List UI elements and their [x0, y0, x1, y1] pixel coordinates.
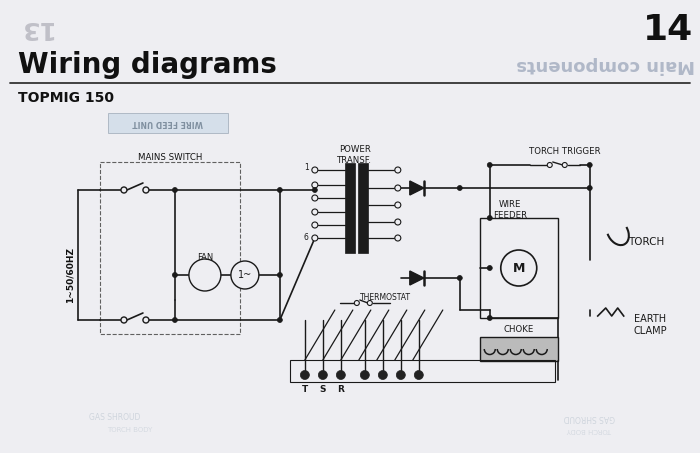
- Text: Main components: Main components: [516, 56, 694, 74]
- Circle shape: [487, 163, 492, 168]
- Circle shape: [395, 219, 401, 225]
- Circle shape: [318, 371, 328, 380]
- Circle shape: [312, 182, 318, 188]
- Circle shape: [172, 318, 177, 323]
- Text: 14: 14: [643, 13, 693, 47]
- Circle shape: [336, 371, 345, 380]
- Polygon shape: [410, 271, 424, 285]
- Circle shape: [487, 315, 492, 321]
- Text: 6: 6: [304, 233, 309, 242]
- Text: TOPMIG 150: TOPMIG 150: [18, 91, 114, 105]
- Text: S: S: [320, 386, 326, 395]
- Circle shape: [312, 209, 318, 215]
- Text: FAN: FAN: [197, 254, 213, 262]
- Text: MAINS SWITCH: MAINS SWITCH: [138, 153, 202, 162]
- Circle shape: [143, 187, 149, 193]
- Bar: [290, 360, 554, 382]
- Text: EARTH
CLAMP: EARTH CLAMP: [634, 314, 667, 336]
- Circle shape: [395, 167, 401, 173]
- Circle shape: [189, 259, 221, 291]
- Circle shape: [396, 371, 405, 380]
- Circle shape: [312, 235, 318, 241]
- Text: POWER
TRANSF.: POWER TRANSF.: [337, 145, 372, 165]
- Circle shape: [500, 250, 537, 286]
- Polygon shape: [410, 181, 424, 195]
- Circle shape: [172, 188, 177, 193]
- Circle shape: [395, 185, 401, 191]
- Bar: [358, 163, 368, 253]
- Bar: [480, 337, 558, 361]
- Circle shape: [143, 317, 149, 323]
- Text: T: T: [302, 386, 308, 395]
- Circle shape: [395, 235, 401, 241]
- Circle shape: [354, 300, 359, 305]
- Circle shape: [360, 371, 370, 380]
- Circle shape: [487, 265, 492, 270]
- Bar: [345, 163, 355, 253]
- Text: GAS SHROUD: GAS SHROUD: [564, 413, 615, 422]
- Circle shape: [312, 188, 317, 193]
- Circle shape: [587, 185, 592, 191]
- Text: TORCH BODY: TORCH BODY: [107, 427, 153, 433]
- Circle shape: [457, 275, 462, 280]
- Circle shape: [277, 273, 282, 278]
- Text: TORCH TRIGGER: TORCH TRIGGER: [529, 148, 601, 156]
- Bar: [480, 218, 558, 318]
- Text: TORCH: TORCH: [628, 237, 664, 247]
- Text: THERMOSTAT: THERMOSTAT: [360, 294, 411, 303]
- Circle shape: [121, 317, 127, 323]
- Text: R: R: [337, 386, 344, 395]
- Text: TORCH BODY: TORCH BODY: [567, 427, 612, 433]
- Circle shape: [300, 371, 309, 380]
- Text: 1: 1: [304, 164, 309, 173]
- Text: WIRE
FEEDER: WIRE FEEDER: [493, 200, 527, 220]
- Circle shape: [562, 163, 567, 168]
- Text: M: M: [512, 261, 525, 275]
- Circle shape: [587, 163, 592, 168]
- Bar: [108, 113, 228, 133]
- Text: WIRE FEED UNIT: WIRE FEED UNIT: [132, 119, 203, 127]
- Circle shape: [277, 318, 282, 323]
- Text: 13: 13: [18, 16, 52, 40]
- Circle shape: [312, 195, 318, 201]
- Circle shape: [378, 371, 387, 380]
- Text: CHOKE: CHOKE: [503, 326, 534, 334]
- Circle shape: [368, 300, 372, 305]
- Circle shape: [312, 167, 318, 173]
- Circle shape: [231, 261, 259, 289]
- Circle shape: [395, 202, 401, 208]
- Circle shape: [457, 185, 462, 191]
- Circle shape: [414, 371, 424, 380]
- Circle shape: [172, 273, 177, 278]
- Text: GAS SHROUD: GAS SHROUD: [90, 413, 141, 422]
- Text: 1~50/60HZ: 1~50/60HZ: [66, 247, 74, 303]
- Circle shape: [277, 188, 282, 193]
- Circle shape: [312, 222, 318, 228]
- Circle shape: [487, 216, 492, 221]
- Text: Wiring diagrams: Wiring diagrams: [18, 51, 277, 79]
- Circle shape: [547, 163, 552, 168]
- Text: 1~: 1~: [238, 270, 252, 280]
- Bar: [100, 162, 240, 334]
- Circle shape: [121, 187, 127, 193]
